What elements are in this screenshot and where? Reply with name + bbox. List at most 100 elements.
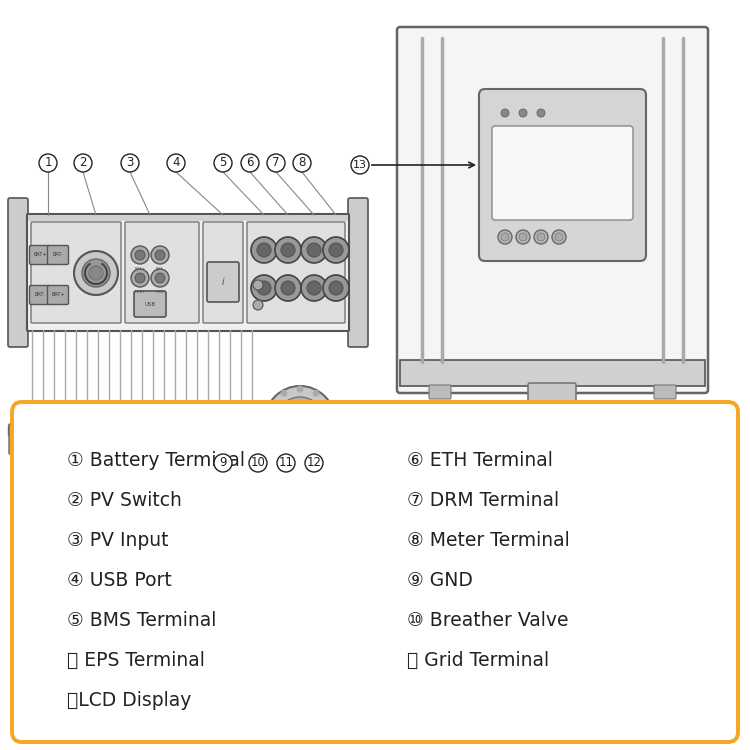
FancyBboxPatch shape (28, 215, 348, 221)
Text: ④ USB Port: ④ USB Port (67, 571, 172, 590)
Circle shape (151, 269, 169, 287)
Circle shape (214, 454, 232, 472)
Circle shape (288, 409, 312, 433)
Circle shape (519, 109, 527, 117)
Circle shape (351, 156, 369, 174)
Circle shape (281, 243, 295, 257)
Text: ⑩ Breather Valve: ⑩ Breather Valve (407, 610, 568, 629)
FancyBboxPatch shape (348, 198, 368, 347)
Circle shape (498, 230, 512, 244)
FancyBboxPatch shape (429, 385, 451, 399)
Circle shape (519, 233, 527, 241)
Circle shape (265, 418, 272, 424)
FancyBboxPatch shape (400, 360, 705, 386)
FancyBboxPatch shape (8, 198, 28, 347)
Circle shape (214, 154, 232, 172)
Circle shape (276, 397, 324, 445)
Circle shape (257, 243, 271, 257)
Text: ⑪ EPS Terminal: ⑪ EPS Terminal (67, 650, 205, 670)
Circle shape (74, 251, 118, 295)
Circle shape (323, 275, 349, 301)
Text: 10: 10 (251, 457, 266, 470)
Text: 7: 7 (272, 157, 280, 170)
Text: BAT-: BAT- (53, 253, 63, 257)
Text: USB: USB (145, 302, 155, 307)
Circle shape (275, 237, 301, 263)
Text: ⑫ Grid Terminal: ⑫ Grid Terminal (407, 650, 549, 670)
Circle shape (329, 243, 343, 257)
Text: PV1-: PV1- (155, 267, 165, 271)
Text: 9: 9 (219, 457, 226, 470)
FancyBboxPatch shape (247, 222, 345, 323)
Circle shape (280, 446, 287, 452)
Circle shape (329, 281, 343, 295)
FancyBboxPatch shape (528, 383, 576, 422)
Circle shape (268, 433, 276, 440)
FancyBboxPatch shape (125, 222, 199, 323)
Text: ⑧ Meter Terminal: ⑧ Meter Terminal (407, 530, 570, 550)
Circle shape (251, 237, 277, 263)
FancyBboxPatch shape (47, 286, 68, 304)
Text: 6: 6 (246, 157, 254, 170)
FancyBboxPatch shape (8, 425, 368, 435)
Text: PV2-: PV2- (155, 290, 165, 294)
Circle shape (151, 246, 169, 264)
Text: i: i (222, 277, 224, 287)
FancyBboxPatch shape (29, 245, 50, 265)
Circle shape (305, 454, 323, 472)
Circle shape (324, 433, 332, 440)
Circle shape (241, 154, 259, 172)
Circle shape (501, 233, 509, 241)
Circle shape (313, 446, 320, 452)
Text: 1: 1 (44, 157, 52, 170)
FancyBboxPatch shape (9, 424, 25, 454)
FancyBboxPatch shape (12, 402, 738, 742)
Circle shape (537, 233, 545, 241)
Text: BAT+: BAT+ (33, 253, 46, 257)
Circle shape (280, 390, 287, 397)
Circle shape (135, 250, 145, 260)
FancyBboxPatch shape (479, 89, 646, 261)
FancyBboxPatch shape (207, 262, 239, 302)
Circle shape (74, 154, 92, 172)
Circle shape (277, 454, 295, 472)
Circle shape (82, 259, 110, 287)
Text: ⑥ ETH Terminal: ⑥ ETH Terminal (407, 451, 553, 470)
Text: PV2+: PV2+ (134, 290, 146, 294)
FancyBboxPatch shape (397, 27, 708, 393)
Circle shape (501, 109, 509, 117)
Text: ⑤ BMS Terminal: ⑤ BMS Terminal (67, 610, 216, 629)
Circle shape (323, 237, 349, 263)
Text: BAT-: BAT- (34, 292, 45, 298)
Circle shape (281, 281, 295, 295)
Circle shape (265, 386, 335, 456)
Text: 11: 11 (278, 457, 293, 470)
Circle shape (534, 230, 548, 244)
FancyBboxPatch shape (203, 222, 243, 323)
Text: ⑨ GND: ⑨ GND (407, 571, 472, 590)
Text: ① Battery Terminal: ① Battery Terminal (67, 451, 245, 470)
Circle shape (135, 273, 145, 283)
Circle shape (251, 275, 277, 301)
Text: 3: 3 (126, 157, 134, 170)
Circle shape (516, 230, 530, 244)
Circle shape (296, 449, 304, 457)
Circle shape (296, 386, 304, 392)
FancyBboxPatch shape (27, 214, 349, 331)
Circle shape (301, 275, 327, 301)
Text: ⑬LCD Display: ⑬LCD Display (67, 691, 191, 709)
Text: BAT+: BAT+ (51, 292, 64, 298)
Circle shape (307, 243, 321, 257)
Circle shape (131, 269, 149, 287)
Circle shape (307, 281, 321, 295)
Text: 13: 13 (353, 160, 367, 170)
Circle shape (155, 250, 165, 260)
Circle shape (167, 154, 185, 172)
Text: 4: 4 (172, 157, 180, 170)
Circle shape (301, 237, 327, 263)
Circle shape (275, 275, 301, 301)
FancyBboxPatch shape (134, 291, 166, 317)
Text: 8: 8 (298, 157, 306, 170)
FancyBboxPatch shape (47, 245, 68, 265)
Text: 12: 12 (307, 457, 322, 470)
